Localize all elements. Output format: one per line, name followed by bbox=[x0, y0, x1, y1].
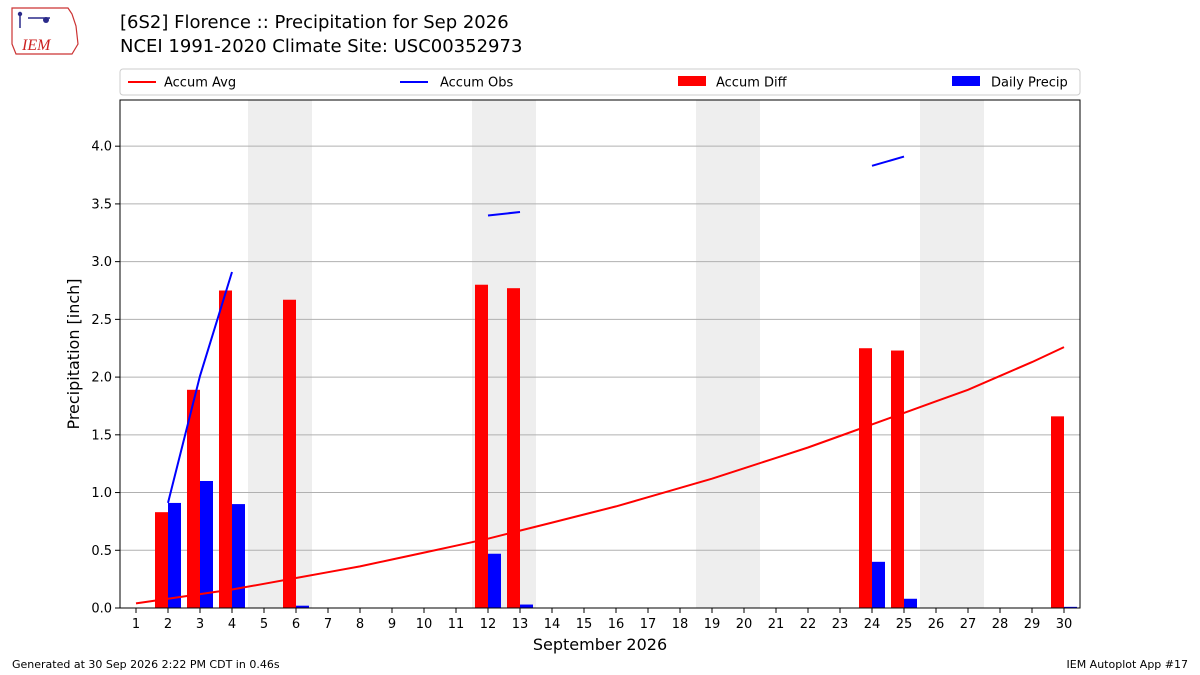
footer-generated: Generated at 30 Sep 2026 2:22 PM CDT in … bbox=[12, 658, 280, 671]
x-tick-label: 6 bbox=[292, 617, 300, 632]
x-tick-label: 25 bbox=[896, 617, 913, 632]
x-tick-label: 9 bbox=[388, 617, 396, 632]
accum-obs-line bbox=[871, 155, 905, 167]
y-tick-label: 3.0 bbox=[91, 255, 112, 270]
x-tick-label: 8 bbox=[356, 617, 364, 632]
daily-precip-bar bbox=[168, 502, 181, 608]
y-tick-label: 1.0 bbox=[91, 486, 112, 501]
daily-precip-bar bbox=[904, 598, 917, 608]
x-tick-label: 27 bbox=[960, 617, 977, 632]
daily-precip-bar bbox=[872, 561, 885, 608]
accum-obs-line bbox=[167, 271, 233, 504]
x-tick-label: 13 bbox=[512, 617, 529, 632]
x-tick-label: 1 bbox=[132, 617, 140, 632]
x-tick-label: 26 bbox=[928, 617, 945, 632]
legend-swatch bbox=[952, 76, 980, 86]
iem-logo: IEM bbox=[11, 7, 79, 55]
accum-avg-line bbox=[135, 346, 1065, 605]
x-axis-label: September 2026 bbox=[533, 635, 667, 654]
x-tick-label: 12 bbox=[480, 617, 497, 632]
x-tick-label: 22 bbox=[800, 617, 817, 632]
x-tick-label: 3 bbox=[196, 617, 204, 632]
y-tick-label: 2.5 bbox=[91, 313, 112, 328]
y-axis-label: Precipitation [inch] bbox=[64, 278, 83, 429]
daily-precip-bar bbox=[296, 605, 309, 608]
x-tick-label: 17 bbox=[640, 617, 657, 632]
x-tick-label: 14 bbox=[544, 617, 561, 632]
accum-diff-bar bbox=[187, 389, 200, 608]
accum-diff-bar bbox=[155, 512, 168, 608]
accum-diff-bar bbox=[507, 288, 520, 608]
daily-precip-bar bbox=[232, 504, 245, 608]
chart-title: [6S2] Florence :: Precipitation for Sep … bbox=[120, 12, 509, 33]
x-tick-label: 28 bbox=[992, 617, 1009, 632]
x-tick-label: 5 bbox=[260, 617, 268, 632]
accum-diff-bar bbox=[475, 284, 488, 608]
x-tick-label: 18 bbox=[672, 617, 689, 632]
x-tick-label: 4 bbox=[228, 617, 236, 632]
accum-obs-line bbox=[487, 211, 521, 217]
footer-app: IEM Autoplot App #17 bbox=[1066, 658, 1189, 671]
daily-precip-bar bbox=[520, 604, 533, 608]
y-tick-label: 2.0 bbox=[91, 371, 112, 386]
accum-diff-bar bbox=[219, 290, 232, 608]
daily-precip-bar bbox=[200, 481, 213, 608]
weekend-shade bbox=[696, 100, 760, 608]
daily-precip-bar bbox=[488, 553, 501, 608]
plot-frame bbox=[119, 99, 1081, 609]
x-tick-label: 23 bbox=[832, 617, 849, 632]
x-tick-label: 19 bbox=[704, 617, 721, 632]
x-tick-label: 15 bbox=[576, 617, 593, 632]
daily-precip-bar bbox=[1064, 606, 1077, 608]
x-tick-label: 7 bbox=[324, 617, 332, 632]
legend-label: Daily Precip bbox=[991, 76, 1068, 91]
legend-box bbox=[119, 68, 1081, 96]
weekend-shade bbox=[248, 100, 312, 608]
x-tick-label: 2 bbox=[164, 617, 172, 632]
y-tick-label: 4.0 bbox=[91, 140, 112, 155]
legend-swatch bbox=[678, 76, 706, 86]
x-tick-label: 10 bbox=[416, 617, 433, 632]
x-tick-label: 20 bbox=[736, 617, 753, 632]
accum-diff-bar bbox=[283, 299, 296, 608]
legend-label: Accum Obs bbox=[440, 76, 513, 91]
x-tick-label: 11 bbox=[448, 617, 465, 632]
accum-diff-bar bbox=[1051, 416, 1064, 608]
x-tick-label: 29 bbox=[1024, 617, 1041, 632]
y-tick-label: 0.5 bbox=[91, 544, 112, 559]
y-tick-label: 0.0 bbox=[91, 602, 112, 617]
x-tick-label: 16 bbox=[608, 617, 625, 632]
accum-diff-bar bbox=[891, 350, 904, 608]
x-tick-label: 21 bbox=[768, 617, 785, 632]
y-tick-label: 1.5 bbox=[91, 428, 112, 443]
y-tick-label: 3.5 bbox=[91, 197, 112, 212]
x-tick-label: 24 bbox=[864, 617, 881, 632]
x-tick-label: 30 bbox=[1056, 617, 1073, 632]
weekend-shade bbox=[920, 100, 984, 608]
chart-subtitle: NCEI 1991-2020 Climate Site: USC00352973 bbox=[120, 36, 523, 57]
legend-label: Accum Diff bbox=[716, 76, 788, 91]
logo-text: IEM bbox=[21, 37, 52, 54]
legend-label: Accum Avg bbox=[164, 76, 236, 91]
accum-diff-bar bbox=[859, 348, 872, 608]
